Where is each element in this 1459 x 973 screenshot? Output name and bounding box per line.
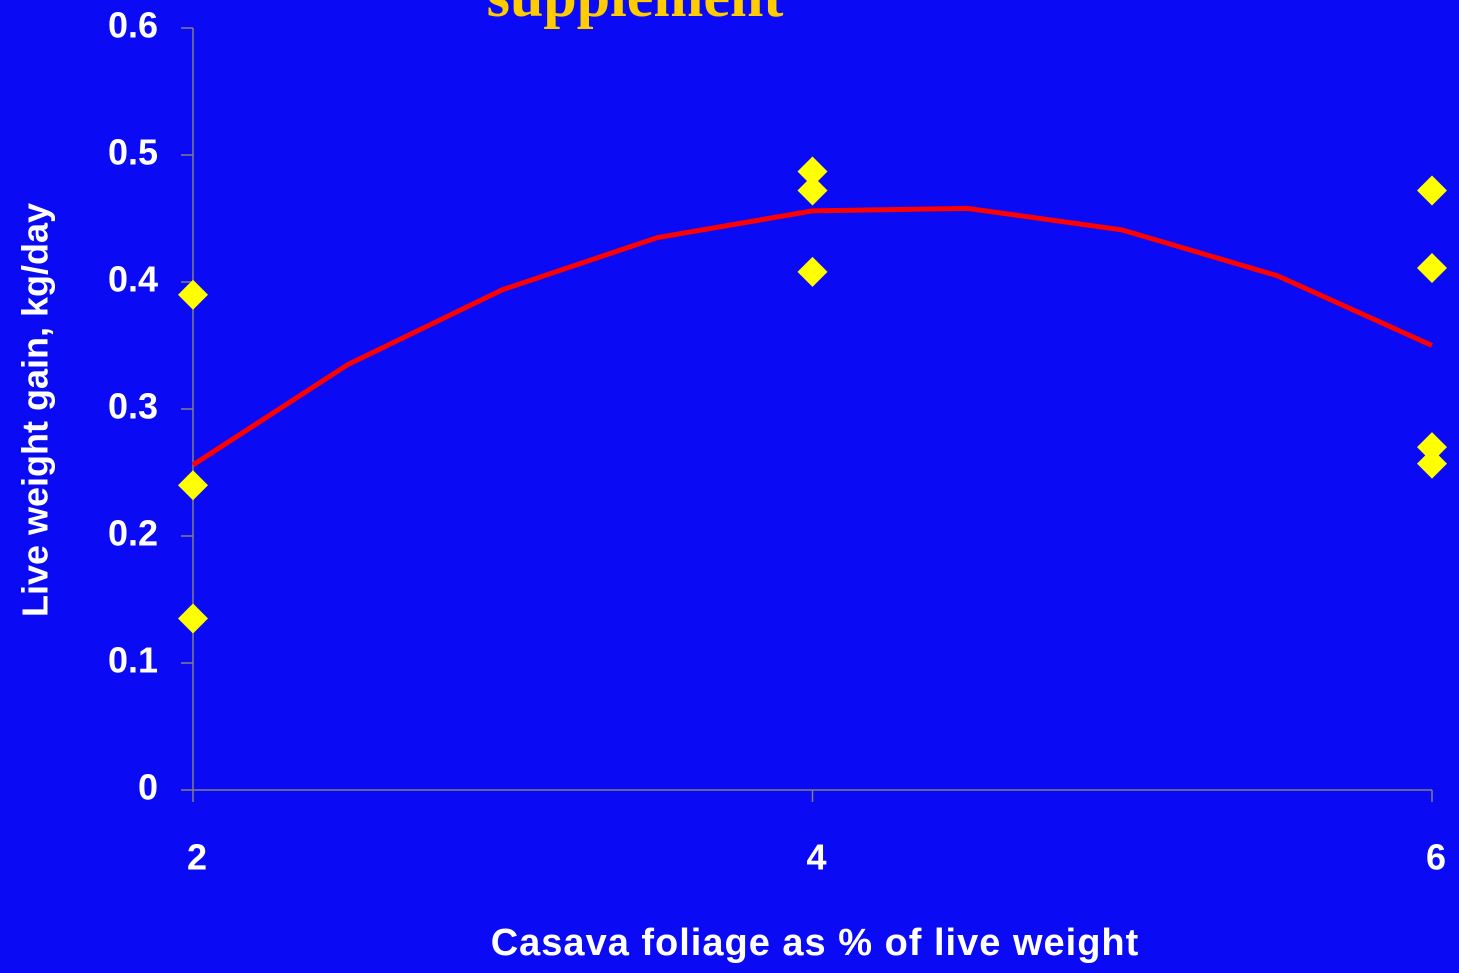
fit-curve: [191, 205, 1434, 467]
x-tick-label: 6: [1426, 837, 1446, 878]
data-point: [1417, 253, 1447, 284]
data-point: [1417, 175, 1447, 206]
chart-title: supplement: [487, 0, 784, 29]
data-point: [1417, 448, 1447, 479]
y-tick-label: 0.6: [108, 5, 158, 46]
data-point: [178, 470, 208, 501]
x-tick-label: 2: [187, 837, 207, 878]
x-axis-label: Casava foliage as % of live weight: [491, 922, 1140, 964]
y-tick-label: 0.4: [108, 259, 158, 300]
x-tick-label: 4: [806, 837, 826, 878]
data-point: [1417, 432, 1447, 463]
y-tick-label: 0.3: [108, 386, 158, 427]
y-tick-label: 0: [138, 767, 158, 808]
data-point: [178, 603, 208, 634]
data-point: [797, 175, 828, 206]
y-tick-label: 0.5: [108, 132, 158, 173]
y-tick-label: 0.1: [108, 640, 158, 681]
data-point: [178, 279, 208, 310]
data-point: [797, 256, 828, 287]
y-tick-label: 0.2: [108, 513, 158, 554]
y-axis-label: Live weight gain, kg/day: [15, 203, 56, 617]
data-point: [797, 156, 828, 187]
